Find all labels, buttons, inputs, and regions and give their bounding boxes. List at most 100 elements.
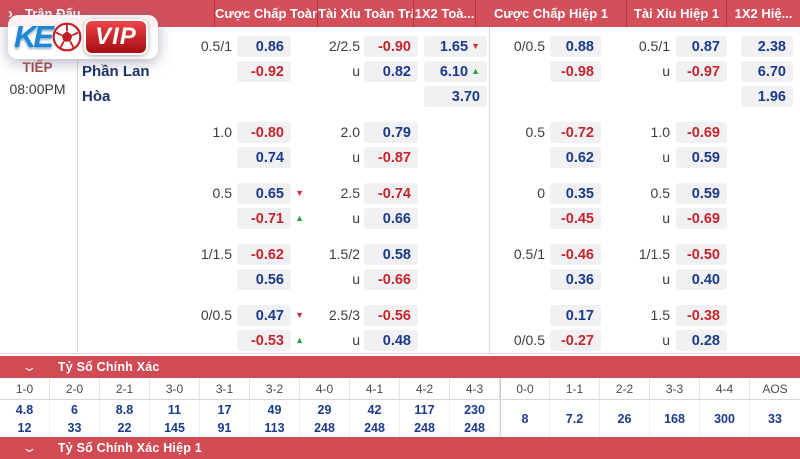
1x2-odds[interactable]: 2.38 [741,36,793,57]
over-under-odds[interactable]: 0.82 [364,61,418,82]
over-under-odds[interactable]: -0.69 [676,122,727,143]
over-under-label: u [352,271,360,287]
over-under-odds[interactable]: 0.59 [676,147,727,168]
over-under-odds[interactable]: -0.74 [364,183,418,204]
handicap-odds[interactable]: 0.47 ▼ [237,305,304,326]
correct-score-header-row: 1-0 2-0 2-1 3-0 3-1 3-2 4-0 4-1 4-2 4-3 0-0 1-1 2-2 3… [0,378,800,400]
over-under-odds[interactable]: -0.38 [676,305,727,326]
handicap-odds[interactable]: 0.74 [237,147,291,168]
over-under-odds[interactable]: 0.59 [676,183,727,204]
score-odds[interactable]: 168 [664,411,685,426]
score-odds[interactable]: 29 [317,402,332,417]
score-odds[interactable]: 6 [71,402,78,417]
score-odds[interactable]: 230 [464,402,485,417]
score-odds[interactable]: 33 [67,420,82,435]
handicap-odds[interactable]: -0.27 [550,330,601,351]
handicap-odds[interactable]: 0.36 [550,269,601,290]
over-under-odds[interactable]: -0.56 [364,305,418,326]
over-under-label: u [662,271,670,287]
score-header-cell: 4-0 [300,378,350,400]
score-odds[interactable]: 91 [217,420,232,435]
score-odds[interactable]: 49 [267,402,282,417]
score-odds[interactable]: 12 [17,420,32,435]
over-under-odds[interactable]: -0.97 [676,61,727,82]
draw-label: Hòa [82,88,111,105]
over-under-label: u [352,149,360,165]
score-odds[interactable]: 248 [414,420,435,435]
score-odds-cell: 26 [600,400,650,437]
handicap-odds[interactable]: -0.80 [237,122,291,143]
odds-block: 0/0.5 0.47 ▼ 2.5/3 -0.56 0.17 1.5 -0.38 -0.53 ▲ u 0… [0,305,800,351]
handicap-odds[interactable]: -0.53 ▲ [237,330,304,351]
collapse-chevron-icon[interactable]: ⌄ [21,440,38,455]
over-under-odds[interactable]: -0.66 [364,269,418,290]
score-odds[interactable]: 11 [167,402,182,417]
over-under-label: 2.5/3 [328,307,360,323]
over-under-odds[interactable]: 0.40 [676,269,727,290]
handicap-odds[interactable]: -0.98 [550,61,601,82]
score-odds[interactable]: 33 [768,411,782,426]
over-under-odds[interactable]: 0.48 [364,330,418,351]
collapse-chevron-icon[interactable]: ⌄ [21,359,38,374]
handicap-odds[interactable]: 0.62 [550,147,601,168]
over-under-odds[interactable]: 0.28 [676,330,727,351]
handicap-odds[interactable]: -0.92 [237,61,291,82]
score-odds[interactable]: 248 [364,420,385,435]
score-odds[interactable]: 42 [367,402,382,417]
1x2-odds[interactable]: 3.70 [424,86,487,107]
score-header-cell: 2-0 [50,378,100,400]
score-odds[interactable]: 4.8 [15,402,34,417]
1x2-odds[interactable]: 1.96 [741,86,793,107]
section-correct-score-h1[interactable]: ⌄ Tỷ Số Chính Xác Hiệp 1 [0,437,800,459]
keovip-logo: KE VIP [8,15,158,59]
1x2-odds[interactable]: 6.10 ▲ [424,61,487,82]
over-under-odds[interactable]: 0.66 [364,208,418,229]
score-odds[interactable]: 7.2 [565,411,584,426]
over-under-label: u [662,332,670,348]
over-under-odds[interactable]: -0.50 [676,244,727,265]
score-header-cell: 4-1 [350,378,400,400]
over-under-odds[interactable]: 0.79 [364,122,418,143]
over-under-odds[interactable]: -0.87 [364,147,418,168]
over-under-odds[interactable]: -0.90 [364,36,418,57]
over-under-odds[interactable]: 0.87 [676,36,727,57]
expand-row-icon[interactable]: › [8,5,13,22]
score-odds[interactable]: 248 [314,420,335,435]
header-col-handicap-ft: Cược Chấp Toàn ... [215,0,318,27]
1x2-odds[interactable]: 6.70 [741,61,793,82]
handicap-odds[interactable]: -0.71 ▲ [237,208,304,229]
score-odds[interactable]: 113 [264,420,285,435]
over-under-odds[interactable]: -0.69 [676,208,727,229]
score-odds[interactable]: 117 [414,402,435,417]
score-odds[interactable]: 145 [164,420,185,435]
odds-row: 0/0.5 0.47 ▼ 2.5/3 -0.56 0.17 1.5 -0.38 [0,305,800,326]
section-correct-score[interactable]: ⌄ Tỷ Số Chính Xác [0,356,800,378]
odds-block: 1/1.5 -0.62 1.5/2 0.58 0.5/1 -0.46 1/1.5 -0.50 0… [0,244,800,290]
score-odds[interactable]: 17 [217,402,232,417]
spacer [0,354,800,356]
handicap-label: 0.5 [212,185,232,201]
handicap-odds[interactable]: 0.65 ▼ [237,183,304,204]
score-odds[interactable]: 248 [464,420,485,435]
1x2-odds[interactable]: 1.65 ▼ [424,36,487,57]
score-odds[interactable]: 300 [714,411,735,426]
handicap-odds[interactable]: 0.56 [237,269,291,290]
handicap-odds[interactable]: 0.17 [550,305,601,326]
handicap-odds[interactable]: 0.35 [550,183,601,204]
score-odds[interactable]: 8 [521,411,529,426]
odds-row: Nga0.5/10.862/2.5-0.901.65▼0/0.50.880.5/… [0,36,800,57]
score-header-cell: 2-1 [100,378,150,400]
handicap-odds[interactable]: 0.88 [550,36,601,57]
score-odds[interactable]: 8.8 [115,402,134,417]
handicap-odds[interactable]: 0.86 [237,36,291,57]
handicap-odds[interactable]: -0.46 [550,244,601,265]
over-under-odds[interactable]: 0.58 [364,244,418,265]
score-odds-cell: 4.8 12 [0,400,50,437]
handicap-odds[interactable]: -0.72 [550,122,601,143]
header-col-overunder-h1: Tài Xỉu Hiệp 1 [627,0,727,27]
odds-row: 1/1.5 -0.62 1.5/2 0.58 0.5/1 -0.46 1/1.5 -0.50 [0,244,800,265]
score-odds[interactable]: 26 [617,411,632,426]
handicap-odds[interactable]: -0.45 [550,208,601,229]
score-odds[interactable]: 22 [117,420,132,435]
handicap-odds[interactable]: -0.62 [237,244,291,265]
